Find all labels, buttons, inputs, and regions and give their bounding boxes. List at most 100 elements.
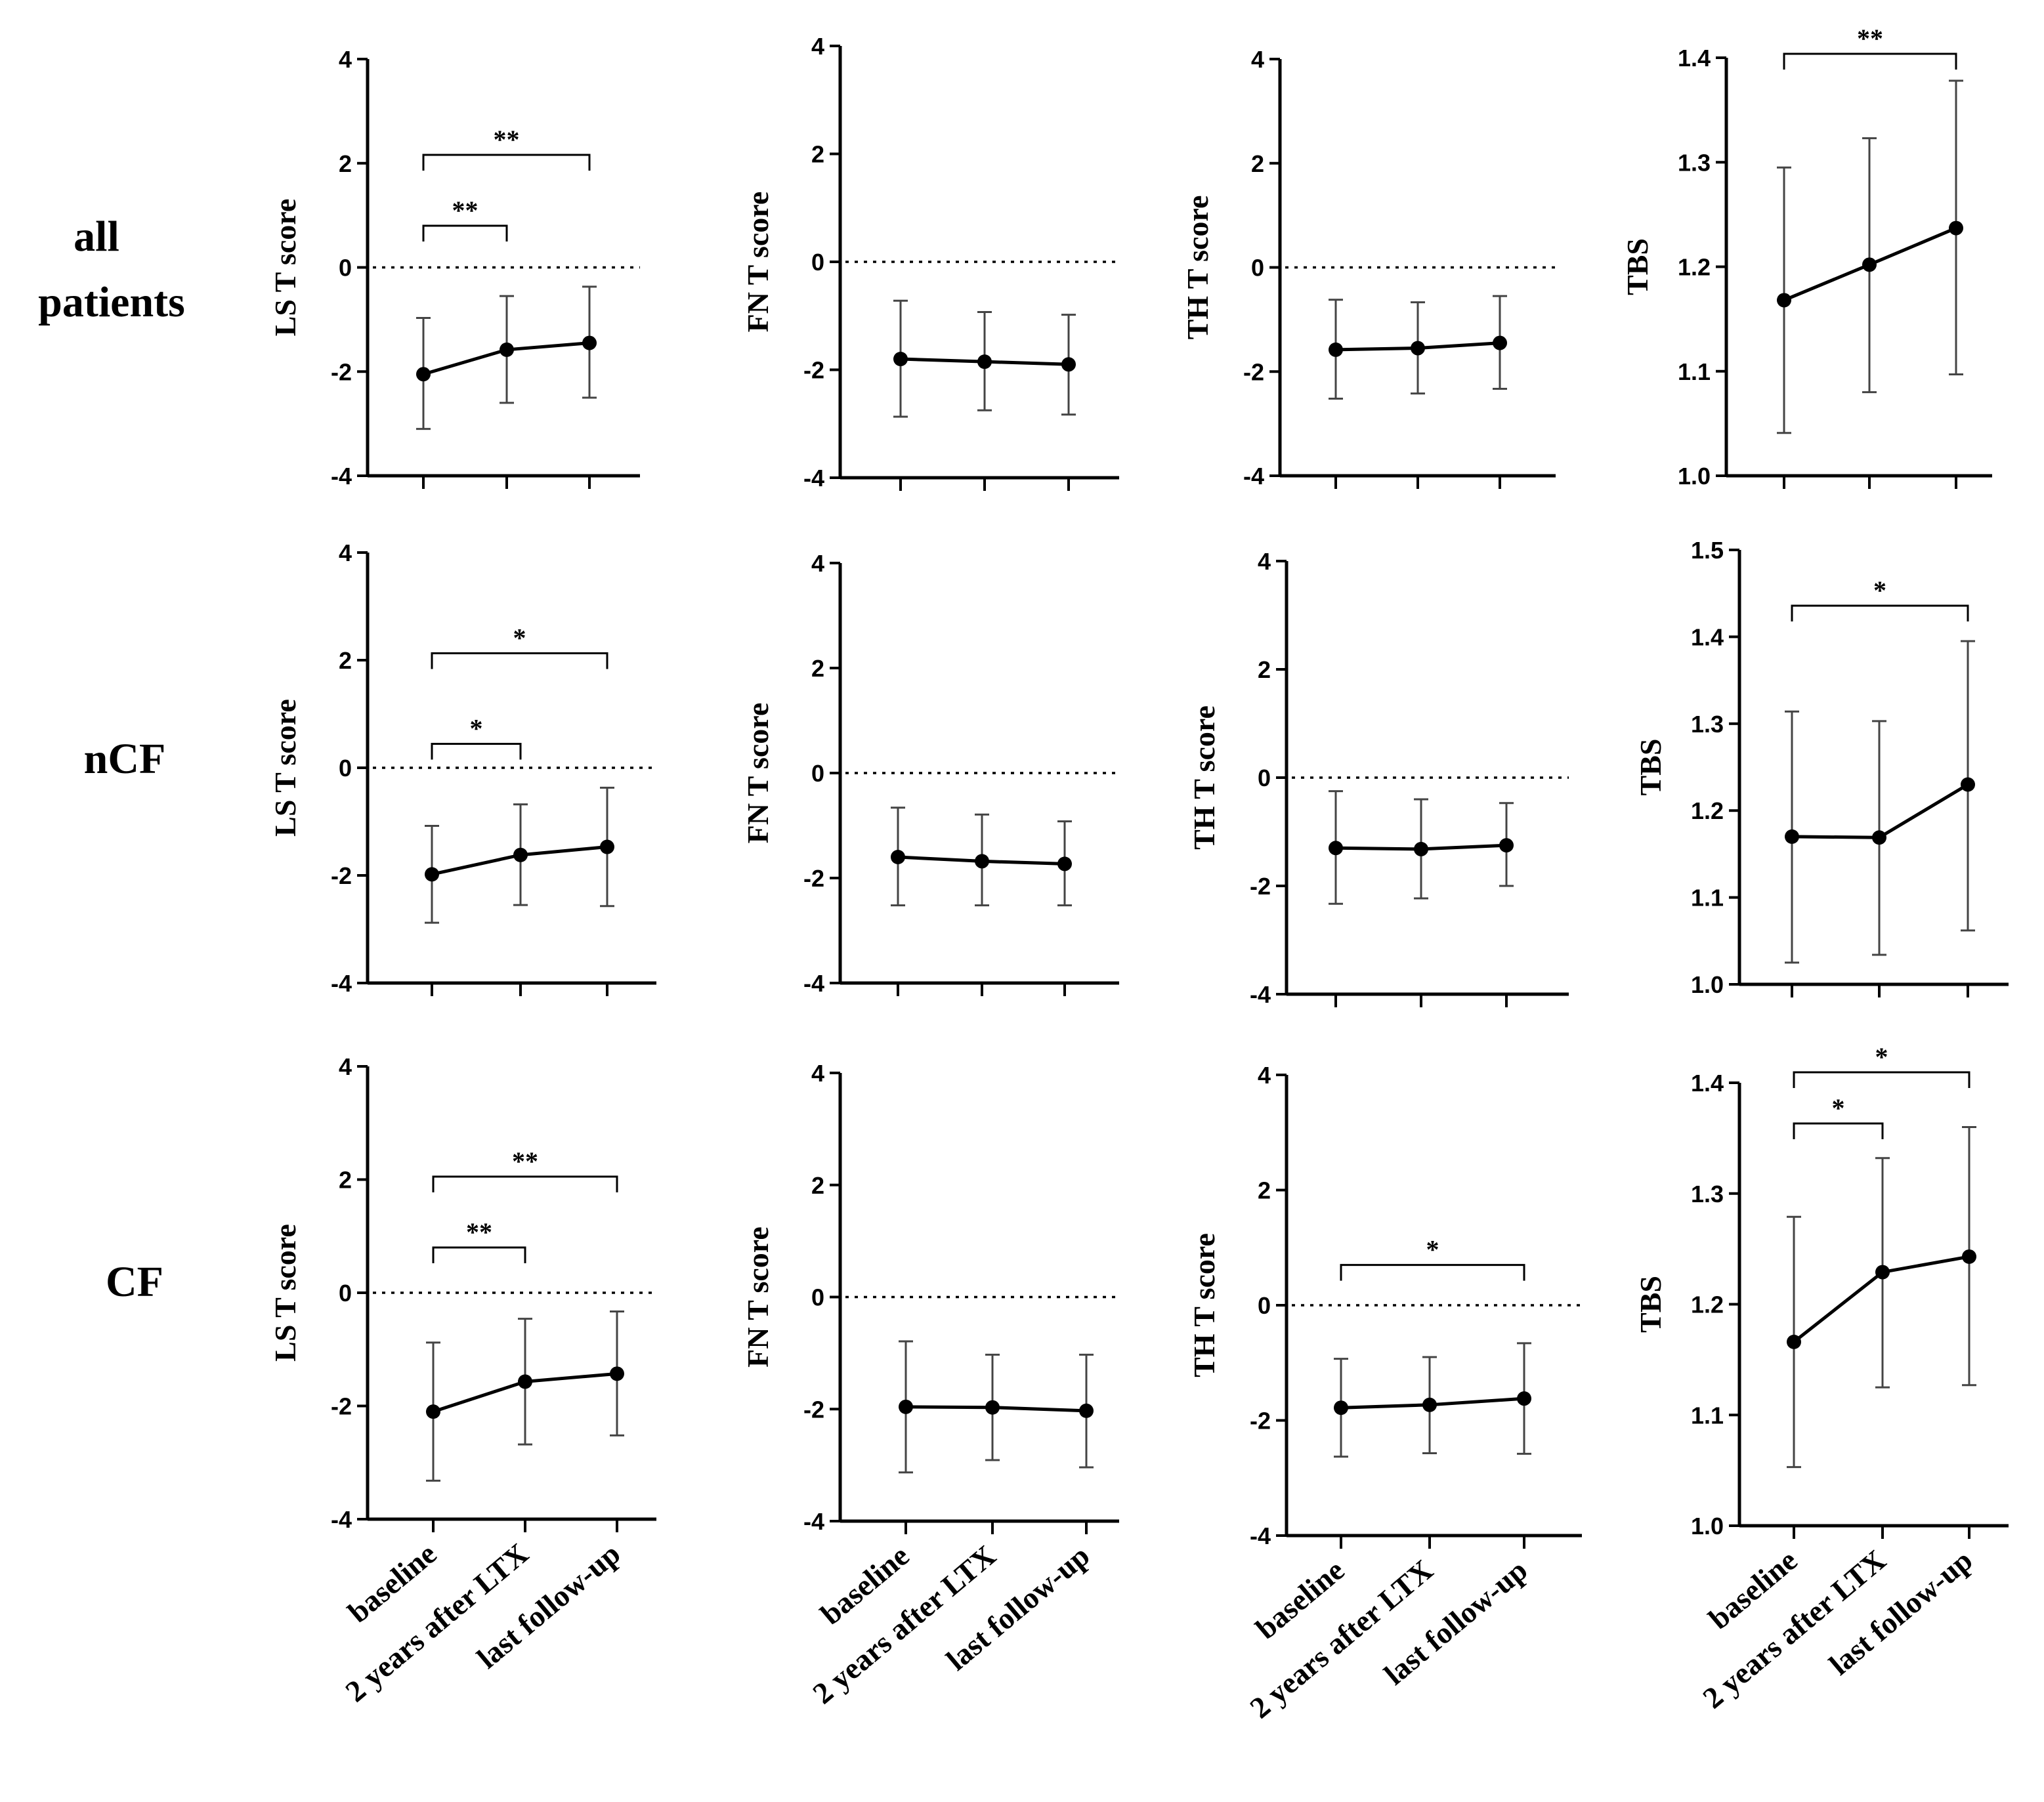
chart-all-fn: -4 -2 0 2 4 FN T score: [741, 33, 1119, 492]
y-tick-label: 2: [339, 150, 352, 177]
data-point: [513, 847, 528, 862]
y-tick-label: 4: [339, 46, 352, 73]
significance-label: *: [1875, 1042, 1888, 1072]
significance-bracket: [422, 154, 591, 171]
data-point: [1499, 838, 1514, 853]
data-point: [899, 1399, 913, 1414]
y-tick-label: 1.5: [1691, 537, 1724, 564]
y-tick-label: -2: [331, 1393, 352, 1420]
significance-bracket: [432, 1175, 618, 1192]
y-tick-label: -2: [803, 1396, 824, 1423]
data-point: [977, 354, 992, 369]
y-tick-label: -4: [331, 970, 352, 997]
significance-label: **: [512, 1146, 538, 1176]
significance-bracket: [431, 652, 608, 669]
y-tick-label: -2: [1250, 873, 1271, 900]
y-tick-label: 1.3: [1691, 711, 1724, 738]
y-tick-label: -2: [803, 865, 824, 892]
y-tick-label: 4: [339, 1053, 352, 1080]
y-tick-label: 1.2: [1678, 254, 1711, 281]
y-tick-label: 1.1: [1691, 1402, 1724, 1429]
y-tick-label: 1.1: [1678, 358, 1711, 385]
significance-label: **: [452, 196, 479, 225]
y-tick-label: -2: [331, 862, 352, 889]
y-tick-label: 2: [339, 647, 352, 674]
chart-ncf-th: -4 -2 0 2 4 TH T score: [1187, 548, 1569, 1008]
data-point: [500, 342, 514, 357]
y-tick-label: 1.1: [1691, 885, 1724, 911]
row-label-all-line1: all: [74, 213, 119, 261]
data-point: [1872, 830, 1886, 845]
y-tick-label: 1.3: [1691, 1181, 1724, 1207]
y-axis-title: TH T score: [1181, 196, 1214, 340]
y-tick-label: -4: [1250, 1522, 1271, 1549]
y-tick-label: 2: [811, 141, 824, 168]
significance-label: *: [1832, 1093, 1845, 1123]
y-tick-label: 1.4: [1691, 623, 1724, 650]
y-tick-label: 1.4: [1678, 45, 1711, 72]
data-point: [1961, 777, 1975, 792]
data-point: [985, 1400, 1000, 1415]
data-point: [1079, 1403, 1094, 1418]
data-point: [1061, 357, 1076, 372]
significance-bracket: [1793, 1071, 1970, 1088]
data-point: [518, 1374, 532, 1389]
y-tick-label: 1.2: [1691, 1291, 1724, 1318]
data-point: [1493, 335, 1507, 350]
data-point: [1787, 1334, 1801, 1349]
row-label-ncf: nCF: [84, 735, 166, 783]
data-point: [1875, 1265, 1890, 1280]
y-tick-label: 1.0: [1678, 463, 1711, 490]
y-tick-label: -2: [1250, 1408, 1271, 1435]
y-tick-label: 0: [811, 1284, 824, 1311]
data-point: [582, 335, 597, 350]
data-point: [1862, 257, 1877, 272]
chart-all-ls: -4 -2 0 2 4 LS T score ** **: [268, 46, 640, 490]
significance-label: *: [1873, 576, 1886, 605]
data-point: [1414, 841, 1428, 856]
chart-ncf-fn: -4 -2 0 2 4 FN T score: [741, 550, 1119, 997]
chart-all-th: -4 -2 0 2 4 TH T score: [1181, 46, 1556, 490]
y-tick-label: 0: [811, 760, 824, 787]
significance-label: **: [1857, 24, 1883, 53]
y-axis-title: LS T score: [268, 1224, 302, 1362]
y-tick-label: -2: [803, 357, 824, 384]
data-point: [416, 367, 431, 382]
data-point: [975, 854, 989, 869]
significance-bracket: [1783, 52, 1957, 70]
significance-bracket: [1793, 1122, 1884, 1139]
y-tick-label: 0: [339, 255, 352, 282]
data-point: [1785, 829, 1799, 844]
y-tick-label: 4: [811, 550, 824, 577]
chart-ncf-tbs: 1.0 1.1 1.2 1.3 1.4 1.5 TBS *: [1634, 537, 2009, 998]
y-tick-label: 2: [1251, 150, 1264, 177]
data-point: [893, 352, 908, 367]
y-tick-label: 4: [1258, 548, 1271, 575]
y-axis-title: FN T score: [741, 1226, 775, 1368]
y-tick-label: 4: [339, 539, 352, 566]
data-point: [1329, 841, 1343, 856]
y-tick-label: 1.3: [1678, 149, 1711, 176]
y-tick-label: 1.0: [1691, 971, 1724, 998]
y-tick-label: -4: [1243, 463, 1264, 490]
y-tick-label: 0: [1258, 765, 1271, 791]
y-axis-title: TH T score: [1187, 1233, 1221, 1377]
data-point: [1962, 1249, 1976, 1264]
significance-label: *: [1426, 1235, 1439, 1265]
y-tick-label: 2: [1258, 1177, 1271, 1204]
y-axis-title: LS T score: [268, 699, 302, 837]
data-point: [1411, 341, 1425, 356]
row-label-all-line2: patients: [38, 278, 185, 326]
data-point: [1517, 1391, 1531, 1406]
y-tick-label: -2: [1243, 358, 1264, 385]
y-tick-label: 4: [811, 1060, 824, 1087]
y-axis-title: LS T score: [268, 199, 302, 337]
y-axis-title: FN T score: [741, 703, 775, 844]
y-tick-label: -4: [1250, 981, 1271, 1008]
